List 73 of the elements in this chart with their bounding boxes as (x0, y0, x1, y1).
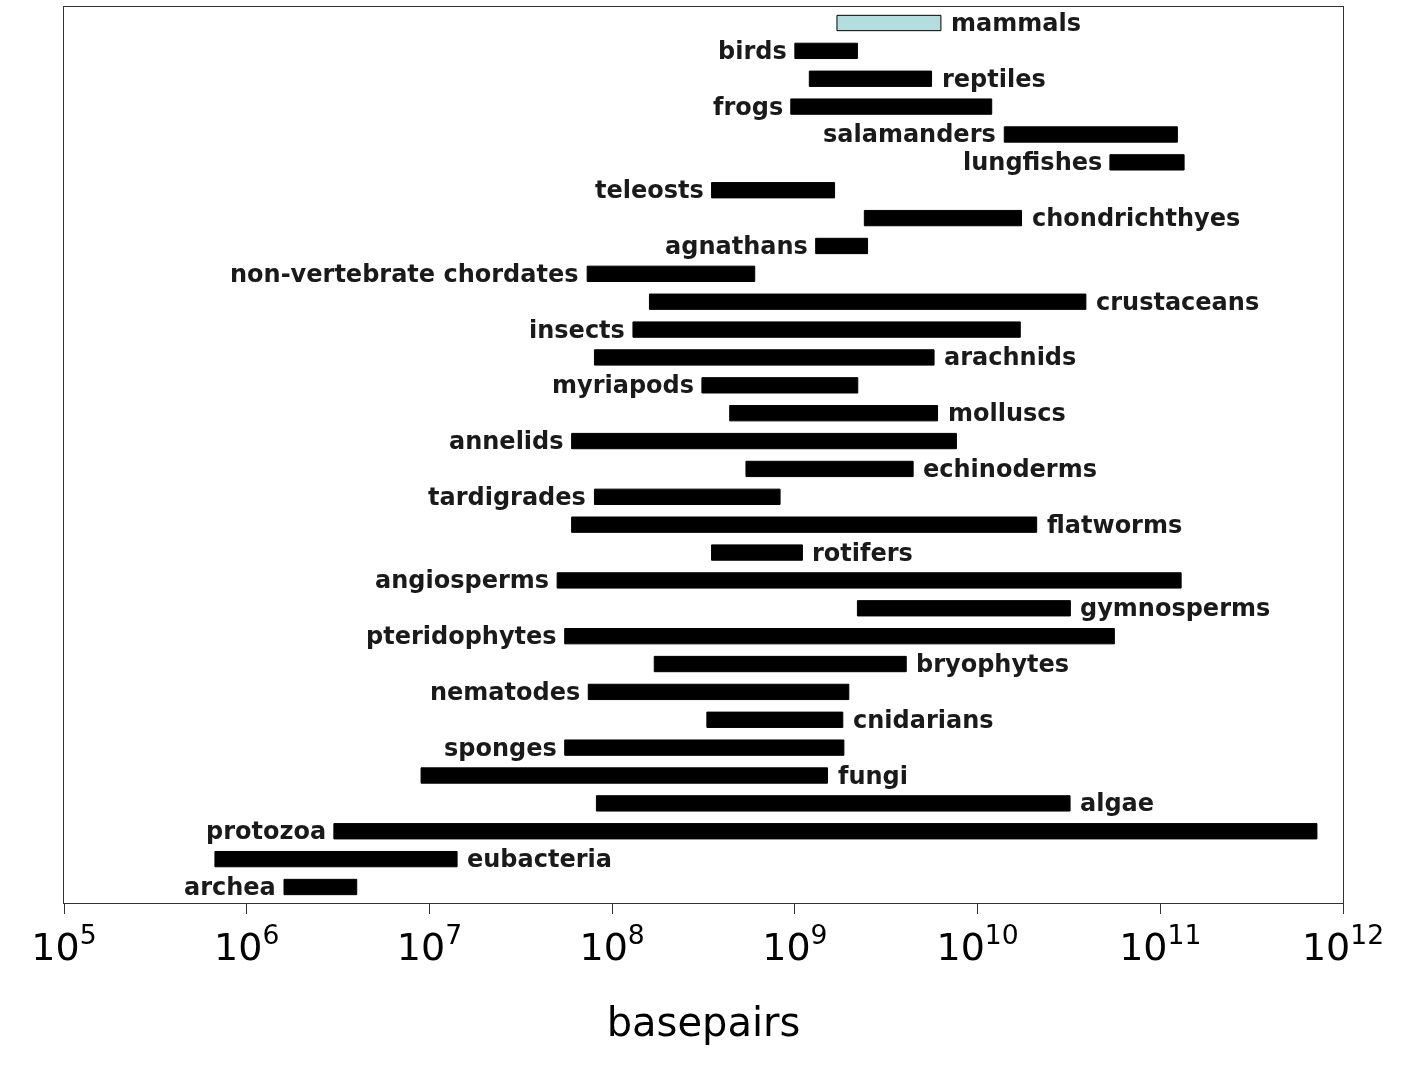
bar (333, 823, 1318, 840)
bar (420, 767, 829, 784)
bar (595, 795, 1071, 812)
y-tick-label: insects (529, 316, 625, 344)
bar (593, 349, 935, 366)
bar (564, 739, 845, 756)
y-tick-label: teleosts (595, 176, 704, 204)
y-tick-label: cnidarians (853, 706, 994, 734)
bar (1109, 154, 1185, 171)
x-tick-label: 10$^{9}$ (762, 918, 828, 969)
y-tick-label: bryophytes (916, 650, 1070, 678)
y-tick-label: agnathans (665, 232, 808, 260)
y-tick-label: rotifers (812, 539, 913, 567)
y-tick-label: angiosperms (375, 566, 550, 594)
bar (790, 98, 993, 115)
y-tick-label: flatworms (1047, 511, 1183, 539)
y-tick-label: chondrichthyes (1032, 204, 1241, 232)
x-tick-label: 10$^{11}$ (1119, 918, 1202, 969)
bar (571, 432, 957, 450)
y-tick-label: reptiles (942, 65, 1046, 93)
y-tick-label: molluscs (948, 399, 1066, 427)
y-tick-label: birds (718, 37, 787, 65)
bar (711, 544, 803, 561)
bar (745, 460, 914, 478)
y-tick-label: algae (1080, 789, 1155, 817)
y-tick-label: eubacteria (467, 845, 612, 873)
y-tick-label: echinoderms (923, 455, 1097, 483)
bar (1003, 126, 1178, 143)
bar (587, 683, 850, 701)
bar (808, 70, 933, 87)
bar (283, 878, 358, 896)
y-tick-label: myriapods (552, 371, 695, 399)
x-tick-label: 10$^{10}$ (936, 918, 1019, 969)
bar (701, 377, 859, 394)
y-tick-label: pteridophytes (366, 622, 557, 650)
bar (564, 628, 1115, 645)
x-tick-label: 10$^{6}$ (214, 918, 280, 969)
bar (586, 265, 756, 282)
bar (729, 405, 939, 422)
x-tick-label: 10$^{5}$ (31, 918, 97, 969)
y-tick-label: fungi (838, 762, 909, 790)
bar (863, 209, 1023, 227)
bar (815, 237, 869, 255)
x-axis-title: basepairs (606, 999, 801, 1046)
x-tick-label: 10$^{8}$ (579, 918, 645, 969)
bar (836, 14, 942, 32)
bar (632, 321, 1021, 338)
bar (593, 488, 781, 505)
y-tick-label: sponges (444, 734, 557, 762)
y-tick-label: annelids (449, 427, 564, 455)
y-tick-label: tardigrades (428, 483, 586, 511)
y-tick-label: gymnosperms (1080, 594, 1271, 622)
x-tick-label: 10$^{7}$ (396, 918, 463, 969)
x-tick-label: 10$^{12}$ (1301, 918, 1385, 969)
y-tick-label: protozoa (206, 817, 327, 845)
y-tick-label: lungfishes (963, 148, 1103, 176)
y-tick-label: non-vertebrate chordates (230, 260, 579, 288)
bar (653, 655, 907, 673)
bar (711, 182, 836, 199)
bar (571, 516, 1038, 533)
bar (648, 293, 1087, 310)
bar (706, 711, 844, 728)
y-tick-label: mammals (951, 9, 1081, 37)
y-tick-label: archea (184, 873, 276, 901)
y-tick-label: frogs (713, 93, 784, 121)
y-tick-label: crustaceans (1096, 288, 1260, 316)
y-tick-label: arachnids (944, 343, 1077, 371)
bar (794, 42, 858, 60)
bar (556, 572, 1182, 589)
bar (856, 600, 1071, 617)
bar (214, 850, 458, 868)
y-tick-label: salamanders (823, 120, 996, 148)
y-tick-label: nematodes (430, 678, 581, 706)
